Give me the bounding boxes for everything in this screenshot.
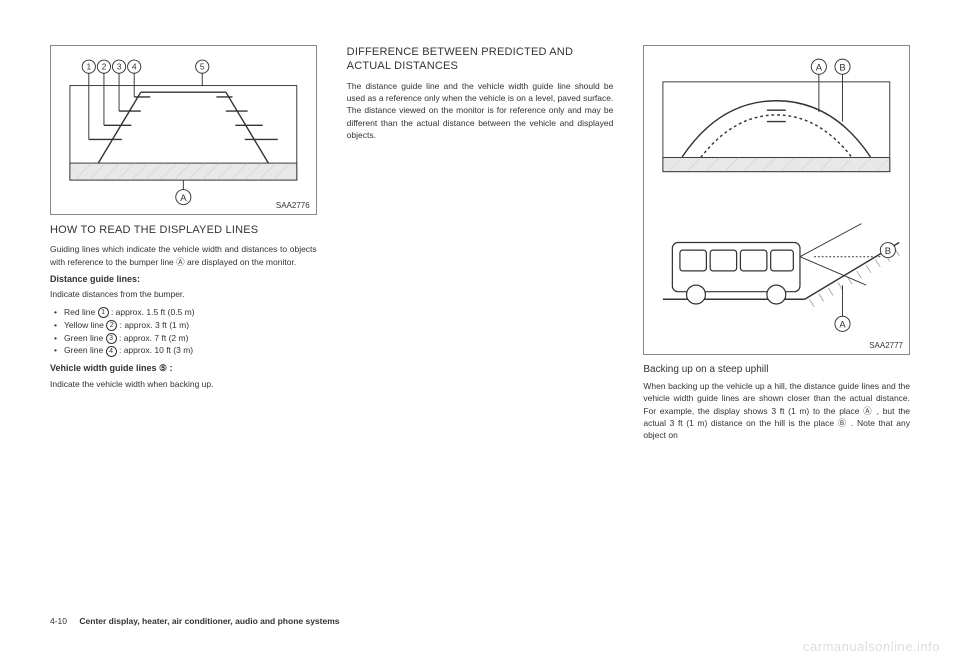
svg-text:A: A	[840, 320, 847, 331]
svg-text:A: A	[180, 193, 187, 204]
distance-guide-text: Indicate distances from the bumper.	[50, 288, 317, 300]
body-read-lines: Guiding lines which indicate the vehicle…	[50, 243, 317, 268]
page-number: 4-10	[50, 616, 67, 626]
svg-text:B: B	[885, 246, 891, 257]
bullet-red: Red line 1 : approx. 1.5 ft (0.5 m)	[50, 306, 317, 319]
svg-text:5: 5	[200, 62, 205, 72]
svg-text:B: B	[840, 62, 846, 73]
svg-text:4: 4	[132, 62, 137, 72]
distance-bullets: Red line 1 : approx. 1.5 ft (0.5 m) Yell…	[50, 306, 317, 357]
bullet-green-1: Green line 3 : approx. 7 ft (2 m)	[50, 332, 317, 345]
column-right: A B	[643, 45, 910, 585]
width-guide-text: Indicate the vehicle width when backing …	[50, 378, 317, 390]
figure-1-label: SAA2776	[276, 201, 310, 210]
width-guide-label: Vehicle width guide lines ⑤ :	[50, 363, 317, 374]
section-title-difference: DIFFERENCE BETWEEN PREDICTED AND ACTUAL …	[347, 45, 614, 74]
bullet-green-2: Green line 4 : approx. 10 ft (3 m)	[50, 344, 317, 357]
svg-text:3: 3	[117, 62, 122, 72]
body-uphill: When backing up the vehicle up a hill, t…	[643, 380, 910, 442]
body-difference: The distance guide line and the vehicle …	[347, 80, 614, 142]
column-left: 1 2 3 4 5	[50, 45, 317, 585]
page-footer: 4-10 Center display, heater, air conditi…	[50, 616, 340, 626]
column-middle: DIFFERENCE BETWEEN PREDICTED AND ACTUAL …	[347, 45, 614, 585]
section-name: Center display, heater, air conditioner,…	[79, 616, 339, 626]
figure-1: 1 2 3 4 5	[50, 45, 317, 215]
section-title-read-lines: HOW TO READ THE DISPLAYED LINES	[50, 223, 317, 237]
svg-text:1: 1	[86, 62, 91, 72]
svg-text:2: 2	[102, 62, 107, 72]
sub-title-uphill: Backing up on a steep uphill	[643, 363, 910, 376]
figure-2: A B	[643, 45, 910, 355]
figure-2-label: SAA2777	[869, 341, 903, 350]
bullet-yellow: Yellow line 2 : approx. 3 ft (1 m)	[50, 319, 317, 332]
distance-guide-label: Distance guide lines:	[50, 274, 317, 284]
svg-text:A: A	[816, 62, 823, 73]
watermark: carmanualsonline.info	[803, 639, 940, 654]
